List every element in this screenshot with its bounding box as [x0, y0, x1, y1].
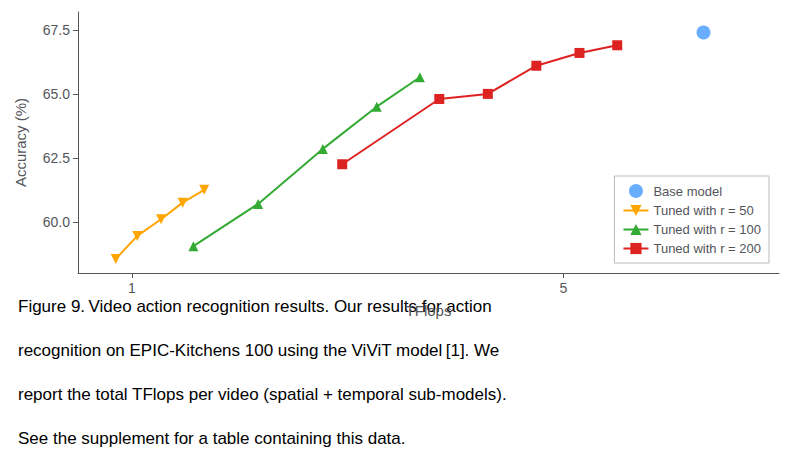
- svg-text:TFlops: TFlops: [406, 302, 452, 319]
- svg-text:Base model: Base model: [653, 184, 722, 199]
- svg-text:Accuracy (%): Accuracy (%): [12, 98, 29, 187]
- svg-text:See the supplement for a table: See the supplement for a table containin…: [18, 429, 405, 448]
- svg-text:recognition on EPIC-Kitchens 1: recognition on EPIC-Kitchens 100 using t…: [18, 341, 499, 360]
- svg-text:5: 5: [559, 280, 567, 296]
- svg-text:60.0: 60.0: [43, 214, 70, 230]
- svg-text:62.5: 62.5: [43, 150, 70, 166]
- svg-text:67.5: 67.5: [43, 22, 70, 38]
- svg-text:1: 1: [128, 280, 136, 296]
- svg-text:Tuned with r = 100: Tuned with r = 100: [653, 222, 761, 237]
- svg-text:65.0: 65.0: [43, 86, 70, 102]
- svg-text:Figure 9. Video action recogni: Figure 9. Video action recognition resul…: [18, 297, 492, 316]
- svg-text:report the total TFlops per vi: report the total TFlops per video (spati…: [18, 385, 507, 404]
- svg-text:Tuned with r = 50: Tuned with r = 50: [653, 203, 753, 218]
- svg-text:Tuned with r = 200: Tuned with r = 200: [653, 241, 761, 256]
